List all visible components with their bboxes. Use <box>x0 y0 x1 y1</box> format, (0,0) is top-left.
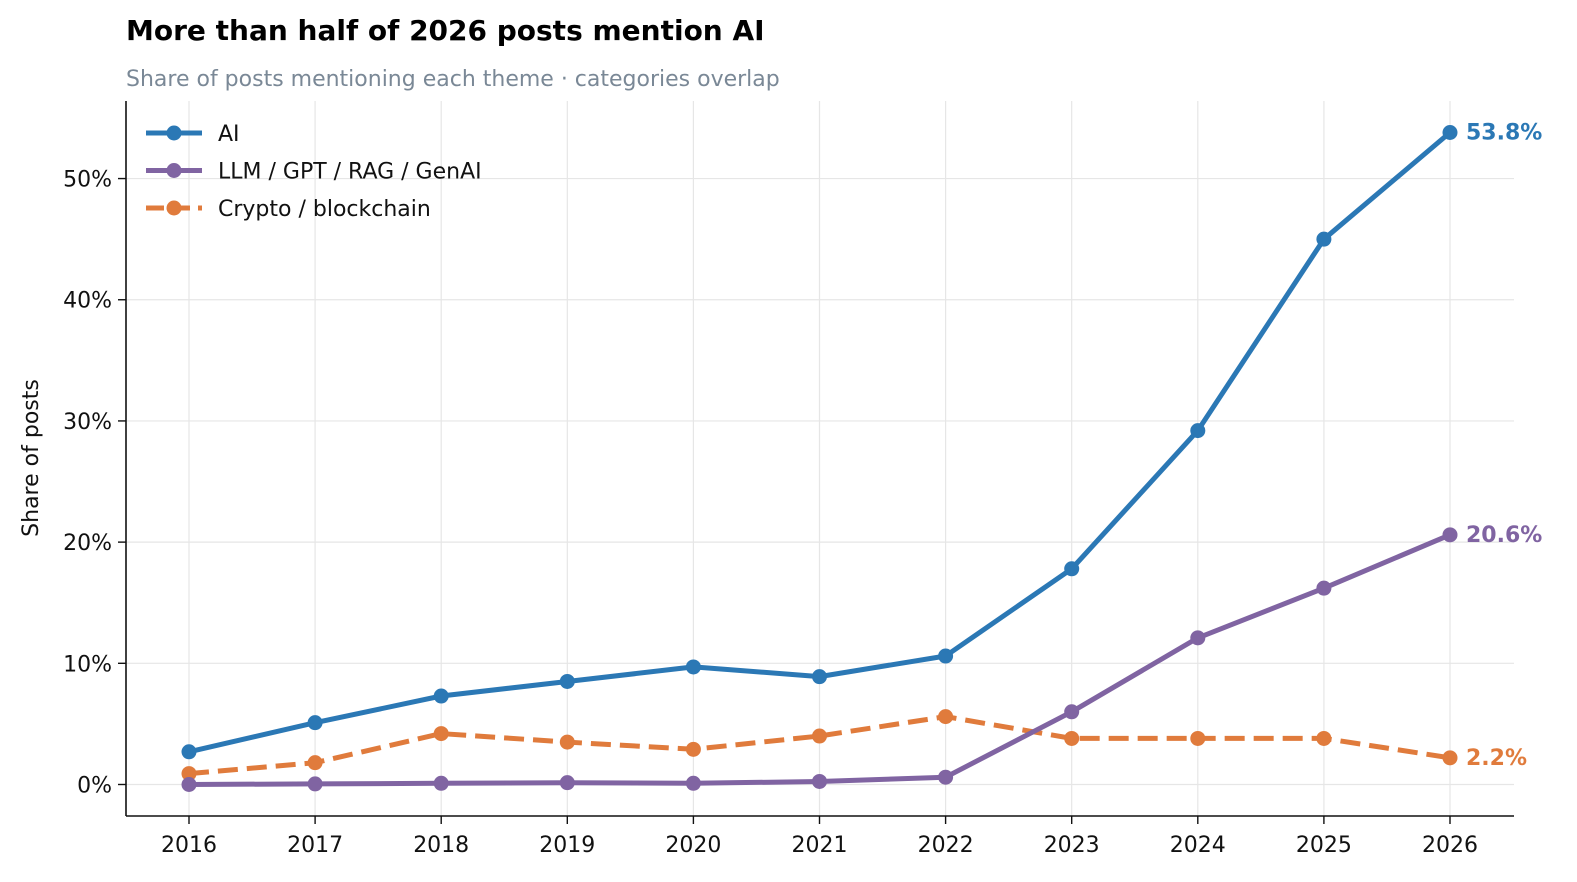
end-value-label: 2.2% <box>1466 746 1527 771</box>
data-point <box>685 775 701 791</box>
data-point <box>685 659 701 675</box>
data-point <box>1316 580 1332 596</box>
x-tick-label: 2020 <box>665 833 721 858</box>
data-point <box>1190 730 1206 746</box>
legend-label: LLM / GPT / RAG / GenAI <box>218 160 482 185</box>
data-point <box>1442 125 1458 141</box>
data-point <box>1064 561 1080 577</box>
grid-lines <box>126 101 1514 816</box>
legend-item: Crypto / blockchain <box>146 197 431 222</box>
legend-marker <box>166 125 182 141</box>
y-axis-label: Share of posts <box>19 379 44 537</box>
data-point <box>1316 231 1332 247</box>
x-tick-label: 2017 <box>287 833 343 858</box>
data-point <box>559 775 575 791</box>
chart-title: More than half of 2026 posts mention AI <box>126 14 765 47</box>
data-point <box>1190 423 1206 439</box>
y-tick-label: 0% <box>77 773 112 798</box>
y-tick-label: 40% <box>63 289 112 314</box>
x-tick-label: 2025 <box>1296 833 1352 858</box>
data-point <box>433 688 449 704</box>
data-point <box>812 773 827 789</box>
data-point <box>559 734 575 750</box>
end-value-label: 20.6% <box>1466 523 1542 548</box>
x-tick-label: 2026 <box>1422 833 1478 858</box>
data-point <box>181 776 197 792</box>
series-layer <box>181 125 1458 792</box>
data-point <box>181 744 197 760</box>
x-tick-label: 2019 <box>539 833 595 858</box>
y-tick-label: 30% <box>63 410 112 435</box>
x-tick-label: 2024 <box>1170 833 1226 858</box>
data-point <box>433 775 449 791</box>
series-crypto-blockchain <box>181 709 1458 782</box>
data-point <box>812 669 827 685</box>
data-point <box>307 715 323 731</box>
data-point <box>1190 630 1206 646</box>
data-point <box>1316 730 1332 746</box>
x-tick-label: 2018 <box>413 833 469 858</box>
x-tick-label: 2016 <box>161 833 217 858</box>
data-point <box>1064 704 1080 720</box>
data-point <box>938 648 954 664</box>
legend-marker <box>166 163 182 178</box>
data-point <box>1442 750 1458 766</box>
data-point <box>1442 527 1458 543</box>
data-point <box>812 728 827 744</box>
data-point <box>1064 730 1080 746</box>
legend-marker <box>166 200 182 216</box>
x-tick-label: 2023 <box>1044 833 1100 858</box>
data-point <box>938 769 954 785</box>
data-point <box>307 776 323 792</box>
end-value-label: 53.8% <box>1466 121 1542 146</box>
x-tick-label: 2021 <box>792 833 848 858</box>
y-tick-label: 50% <box>63 168 112 193</box>
x-tick-label: 2022 <box>918 833 974 858</box>
series-line <box>188 714 1451 777</box>
data-point <box>938 709 954 725</box>
series-ai <box>181 125 1458 760</box>
data-point <box>685 741 701 757</box>
x-axis-ticks: 2016 2017 2018 2019 2020 2021 2022 2023 2024 2025… <box>161 816 1478 858</box>
chart-subtitle: Share of posts mentioning each theme · c… <box>126 67 780 92</box>
end-labels: 2.2% 20.6% 53.8% <box>1466 121 1542 771</box>
data-point <box>181 766 197 782</box>
legend-item: AI <box>146 122 240 147</box>
data-point <box>307 755 323 771</box>
y-axis-ticks: 0% 10% 20% 30% 40% 50% <box>63 168 126 798</box>
legend-label: AI <box>218 122 240 147</box>
legend-item: LLM / GPT / RAG / GenAI <box>146 160 482 185</box>
data-point <box>433 726 449 742</box>
legend: AI LLM / GPT / RAG / GenAI Crypto / blockc… <box>146 122 482 222</box>
series-llm-gpt-rag-genai <box>181 527 1458 792</box>
y-tick-label: 20% <box>63 531 112 556</box>
data-point <box>559 673 575 689</box>
y-tick-label: 10% <box>63 652 112 677</box>
legend-label: Crypto / blockchain <box>218 197 431 222</box>
